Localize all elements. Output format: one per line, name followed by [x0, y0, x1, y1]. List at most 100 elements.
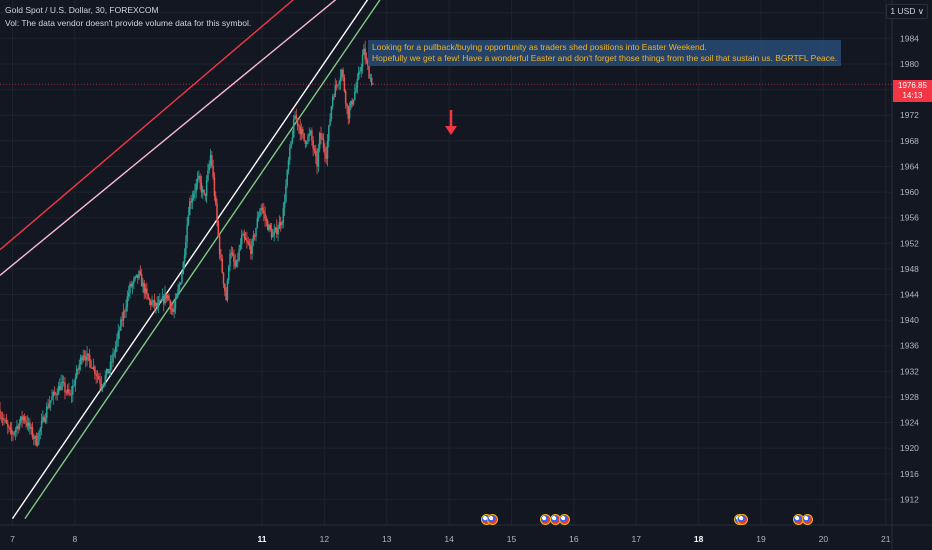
candle-body — [351, 100, 353, 105]
candle-body — [370, 77, 373, 85]
candle-body — [274, 227, 277, 232]
candle-body — [140, 274, 143, 287]
candle-body — [13, 432, 16, 434]
candle-body — [188, 201, 191, 216]
candle-body — [92, 366, 95, 369]
price-tick-label: 1956 — [900, 213, 919, 223]
candle-body — [311, 130, 313, 141]
candle-body — [226, 280, 229, 301]
candle-body — [40, 421, 43, 429]
candle-body — [47, 406, 49, 408]
candle-body — [240, 235, 243, 245]
us-flag-event-icon[interactable] — [802, 514, 814, 525]
candle-body — [12, 433, 14, 435]
price-tick-label: 1928 — [900, 392, 919, 402]
price-tick-label: 1936 — [900, 341, 919, 351]
trendline-white[interactable] — [11, 0, 380, 519]
text-note[interactable]: Looking for a pullback/buying opportunit… — [368, 40, 842, 66]
symbol-legend-title[interactable]: Gold Spot / U.S. Dollar, 30, FOREXCOM — [5, 5, 159, 15]
volume-legend-note: Vol: The data vendor doesn't provide vol… — [5, 18, 252, 28]
candle-body — [191, 198, 194, 203]
candle-body — [161, 296, 164, 301]
candle-body — [26, 422, 29, 427]
candle-body — [25, 420, 27, 423]
candle-body — [55, 393, 57, 395]
candle-body — [9, 427, 12, 430]
candle-body — [318, 133, 321, 149]
candle-body — [246, 239, 248, 242]
note-line-2: Hopefully we get a few! Have a wonderful… — [372, 53, 838, 63]
trendline-red[interactable] — [0, 0, 368, 251]
candle-body — [20, 416, 22, 423]
candle-body — [68, 389, 70, 394]
candle-body — [0, 409, 1, 418]
candle-body — [312, 140, 314, 149]
candle-body — [125, 307, 127, 312]
candle-body — [137, 274, 139, 279]
candle-body — [164, 293, 166, 304]
candle-body — [104, 375, 107, 383]
current-price-value: 1976.85 — [898, 81, 927, 90]
candle-body — [252, 235, 255, 242]
candle-body — [230, 252, 233, 255]
currency-selector[interactable]: 1 USD ∨ — [886, 4, 928, 19]
candle-body — [186, 224, 188, 242]
candle-body — [248, 243, 251, 246]
candle-body — [142, 282, 144, 287]
candle-body — [212, 166, 214, 178]
candle-body — [81, 357, 83, 361]
candle-body — [103, 382, 105, 386]
candle-body — [286, 170, 288, 186]
candle-body — [355, 87, 357, 93]
candle-body — [369, 77, 372, 79]
candle-body — [170, 308, 173, 310]
candle-body — [300, 129, 303, 135]
candle-body — [296, 118, 299, 126]
candle-body — [364, 48, 366, 60]
candle-body — [69, 393, 71, 395]
candle-body — [247, 241, 249, 244]
candle-body — [77, 368, 79, 370]
candle-body — [83, 355, 86, 357]
candle-body — [190, 201, 192, 203]
candle-body — [229, 254, 231, 267]
candle-body — [251, 241, 253, 254]
candle-body — [149, 300, 152, 306]
candle-body — [46, 406, 48, 419]
trendlines[interactable] — [0, 0, 393, 519]
candle-body — [65, 392, 68, 393]
candle-body — [14, 429, 17, 433]
candle-body — [108, 369, 110, 374]
us-flag-event-icon[interactable] — [487, 514, 499, 525]
candle-body — [90, 360, 92, 368]
time-tick-label: 14 — [444, 534, 454, 544]
trendline-pink[interactable] — [0, 0, 374, 276]
candle-body — [73, 385, 75, 387]
trendline-green[interactable] — [24, 0, 393, 519]
candle-body — [242, 233, 244, 236]
candle-body — [200, 182, 203, 193]
candle-body — [199, 176, 201, 183]
candle-body — [309, 130, 312, 134]
candle-body — [18, 422, 21, 430]
candle-body — [192, 193, 195, 199]
candle-body — [343, 77, 346, 92]
candle-body — [260, 207, 262, 211]
candle-body — [367, 60, 369, 66]
candle-body — [302, 129, 304, 134]
candle-body — [30, 427, 32, 429]
candle-body — [3, 419, 5, 421]
time-tick-label: 17 — [632, 534, 642, 544]
candle-body — [268, 224, 270, 231]
note-line-1: Looking for a pullback/buying opportunit… — [372, 42, 707, 52]
candle-body — [348, 108, 351, 119]
candle-body — [331, 96, 334, 107]
arrow-down-icon[interactable] — [445, 110, 457, 136]
us-flag-event-icon[interactable] — [559, 514, 571, 525]
candle-body — [344, 91, 347, 104]
candle-body — [287, 160, 290, 171]
us-flag-event-icon[interactable] — [736, 514, 748, 525]
candle-body — [43, 416, 45, 422]
candle-body — [334, 85, 337, 97]
